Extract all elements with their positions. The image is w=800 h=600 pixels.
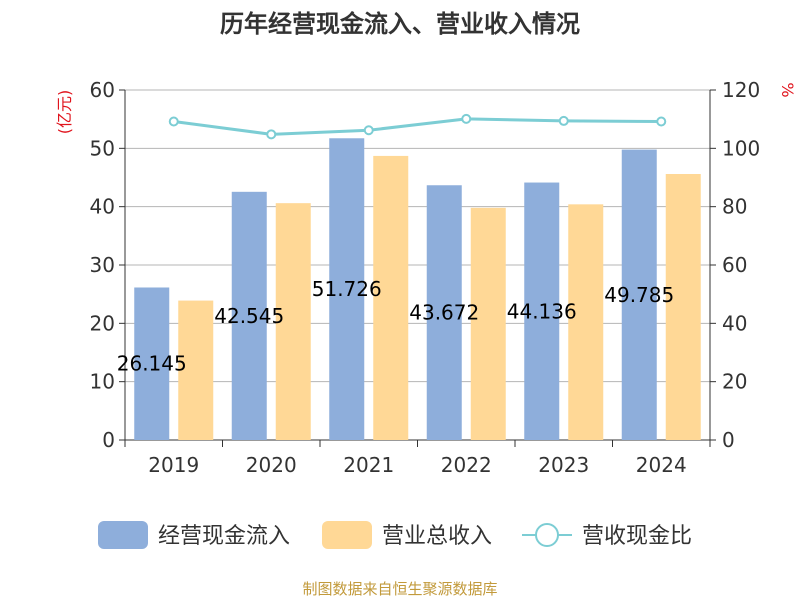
x-tick-label: 2019 — [148, 453, 199, 477]
ratio-point — [168, 116, 179, 127]
ratio-point — [558, 115, 569, 126]
left-axis-unit: (亿元) — [55, 90, 74, 135]
right-tick-label: 0 — [722, 428, 735, 452]
revenue-bar — [373, 155, 409, 440]
revenue-bar — [275, 203, 311, 440]
ratio-point — [363, 125, 374, 136]
data-label: 43.672 — [409, 301, 479, 325]
data-label: 42.545 — [214, 304, 284, 328]
x-tick-label: 2022 — [441, 453, 492, 477]
chart-title: 历年经营现金流入、营业收入情况 — [220, 10, 580, 38]
ratio-point — [461, 113, 472, 124]
axes: 0 10 20 30 40 50 60 0 20 40 60 80 100 120 2019 2020 2021… — [90, 78, 761, 477]
legend: 经营现金流入 营业总收入 营收现金比 — [98, 521, 692, 549]
ratio-point — [266, 129, 277, 140]
legend-label: 营收现金比 — [582, 524, 692, 549]
legend-swatch — [322, 521, 372, 549]
legend-swatch — [98, 521, 148, 549]
ratio-line-path — [173, 117, 662, 136]
revenue-bar — [568, 204, 604, 440]
cash-inflow-bar — [134, 287, 170, 440]
left-tick-label: 40 — [90, 195, 115, 219]
left-tick-label: 0 — [102, 428, 115, 452]
x-tick-label: 2020 — [246, 453, 297, 477]
data-label: 44.136 — [507, 299, 577, 323]
revenue-bar — [470, 207, 506, 440]
right-tick-label: 20 — [722, 370, 747, 394]
revenue-bar — [178, 300, 214, 440]
right-tick-label: 40 — [722, 311, 747, 335]
cash-inflow-bar — [231, 191, 267, 440]
right-axis-unit: % — [778, 82, 797, 97]
x-tick-label: 2023 — [538, 453, 589, 477]
left-tick-label: 30 — [90, 253, 115, 277]
data-label: 26.145 — [117, 352, 187, 376]
data-label: 51.726 — [312, 277, 382, 301]
legend-marker — [535, 523, 559, 547]
right-tick-label: 60 — [722, 253, 747, 277]
x-tick-label: 2021 — [343, 453, 394, 477]
right-tick-label: 120 — [722, 78, 760, 102]
right-tick-label: 80 — [722, 195, 747, 219]
cash-inflow-bar — [621, 149, 657, 440]
left-tick-label: 50 — [90, 136, 115, 160]
cash-inflow-bar — [426, 185, 462, 440]
x-tick-label: 2024 — [636, 453, 687, 477]
legend-label: 营业总收入 — [382, 524, 492, 549]
revenue-bar — [665, 174, 701, 440]
bars — [134, 138, 701, 441]
right-tick-label: 100 — [722, 136, 760, 160]
cash-inflow-bar — [329, 138, 365, 440]
ratio-point — [656, 116, 667, 127]
legend-label: 经营现金流入 — [158, 524, 290, 549]
left-tick-label: 60 — [90, 78, 115, 102]
ratio-line — [168, 113, 667, 140]
data-label: 49.785 — [604, 283, 674, 307]
data-labels: 26.145 42.545 51.726 43.672 44.136 49.785 — [117, 277, 674, 376]
gridlines — [125, 89, 710, 441]
left-tick-label: 20 — [90, 311, 115, 335]
source-note: 制图数据来自恒生聚源数据库 — [302, 580, 497, 598]
left-tick-label: 10 — [90, 370, 115, 394]
cash-inflow-bar — [524, 182, 560, 441]
